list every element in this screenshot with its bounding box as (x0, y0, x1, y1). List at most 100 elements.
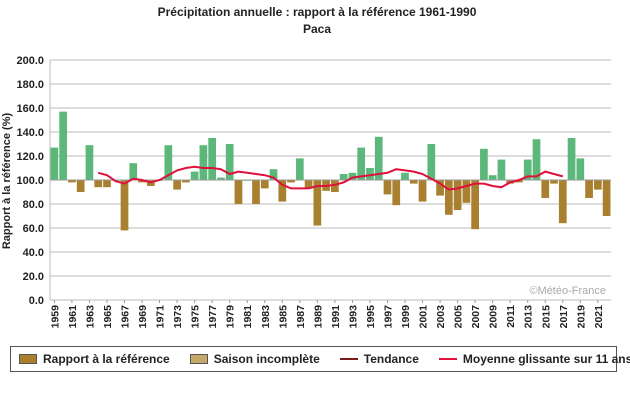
x-tick-label: 1963 (84, 305, 96, 329)
bar-2018 (567, 138, 576, 180)
legend-item-saison-incomplete: Saison incomplète (189, 352, 320, 366)
x-tick-label: 2021 (593, 305, 605, 329)
x-tick-label: 1987 (295, 305, 307, 329)
x-tick-label: 2015 (540, 305, 552, 329)
x-tick-label: 1995 (365, 305, 377, 329)
bar-1991 (331, 180, 339, 192)
bar-1994 (357, 147, 366, 180)
x-tick-label: 2013 (523, 305, 535, 329)
y-tick-label: 180.0 (16, 79, 44, 91)
bar-2014 (532, 139, 541, 180)
bar-2002 (427, 144, 436, 180)
bar-1987 (295, 158, 304, 180)
y-tick-label: 20.0 (23, 271, 44, 283)
bar-1967 (120, 180, 129, 231)
x-tick-label: 2007 (470, 305, 482, 329)
bar-1978 (217, 177, 225, 180)
y-tick-label: 200.0 (16, 55, 44, 67)
bars (50, 111, 611, 231)
bar-2019 (576, 158, 585, 180)
x-tick-label: 2005 (453, 305, 465, 329)
bar-2016 (550, 180, 558, 184)
chart: Précipitation annuelle : rapport à la ré… (1, 5, 611, 329)
bar-2015 (541, 180, 550, 198)
watermark: ©Météo-France (529, 285, 606, 297)
bar-1973 (173, 180, 181, 190)
y-tick-label: 40.0 (23, 247, 44, 259)
chart-title: Précipitation annuelle : rapport à la ré… (158, 5, 477, 19)
bar-1976 (199, 145, 208, 180)
bar-2003 (436, 180, 444, 196)
x-tick-label: 1993 (347, 305, 359, 329)
x-tick-label: 1981 (242, 305, 254, 329)
y-tick-label: 0.0 (29, 295, 44, 307)
bar-1980 (234, 180, 243, 204)
bar-2010 (497, 159, 506, 180)
bar-2022 (602, 180, 611, 216)
legend-swatch (339, 358, 358, 360)
bar-2008 (480, 148, 488, 180)
x-tick-label: 1991 (330, 305, 342, 329)
bar-2017 (558, 180, 567, 224)
x-tick-label: 2017 (558, 305, 570, 329)
x-tick-label: 1997 (382, 305, 394, 329)
x-tick-label: 2009 (488, 305, 500, 329)
bar-1969 (138, 180, 146, 183)
bar-1961 (68, 180, 76, 183)
bar-1984 (269, 169, 278, 180)
x-tick-label: 1975 (190, 305, 202, 329)
bar-1986 (287, 180, 295, 183)
y-tick-label: 140.0 (16, 127, 44, 139)
x-tick-label: 1989 (312, 305, 324, 329)
bar-1993 (348, 172, 357, 180)
y-axis-label: Rapport à la référence (%) (1, 113, 13, 250)
x-tick-label: 1959 (49, 305, 61, 329)
bar-2005 (453, 180, 462, 210)
legend-item-rapport: Rapport à la référence (19, 352, 170, 366)
bar-1965 (103, 180, 111, 188)
bar-2020 (585, 180, 593, 198)
legend-label: Saison incomplète (213, 352, 320, 366)
moving-average-line (97, 165, 564, 191)
x-tick-label: 2003 (435, 305, 447, 329)
x-tick-label: 1961 (67, 305, 79, 329)
y-tick-label: 160.0 (16, 103, 44, 115)
x-ticks: 1959 1961 1963 1965 1967 1969 1971 1973 1975 1977… (49, 300, 605, 329)
bar-2001 (418, 180, 427, 202)
x-tick-label: 1973 (172, 305, 184, 329)
bar-2004 (444, 180, 453, 215)
legend-item-tendance: Tendance (339, 352, 419, 366)
x-tick-label: 1983 (260, 305, 272, 329)
x-tick-label: 1979 (225, 305, 237, 329)
bar-1974 (182, 180, 190, 183)
bar-2000 (409, 180, 418, 184)
legend-swatch (19, 354, 37, 364)
legend-label: Tendance (363, 352, 419, 366)
bar-1992 (339, 174, 348, 180)
bar-1962 (76, 180, 85, 192)
bar-1999 (401, 172, 409, 180)
bar-2007 (471, 180, 479, 230)
bar-1985 (278, 180, 287, 202)
x-tick-label: 1969 (137, 305, 149, 329)
bar-1964 (94, 180, 103, 188)
bar-2013 (523, 159, 532, 180)
bar-1960 (59, 111, 68, 180)
bar-1996 (374, 136, 383, 180)
legend-label: Moyenne glissante sur 11 ans (462, 352, 630, 366)
legend-label: Rapport à la référence (43, 352, 170, 366)
bar-1998 (392, 180, 401, 206)
x-tick-label: 2019 (575, 305, 587, 329)
bar-1972 (164, 145, 173, 180)
bar-1963 (85, 145, 94, 180)
bar-1979 (225, 144, 234, 180)
y-tick-label: 120.0 (16, 151, 44, 163)
bar-1977 (208, 138, 217, 180)
x-tick-label: 1967 (120, 305, 132, 329)
x-tick-label: 2001 (418, 305, 430, 329)
moving-average (97, 165, 564, 191)
bar-2012 (515, 180, 523, 183)
bar-2009 (488, 175, 497, 180)
y-ticks: 0.0 20.0 40.0 60.0 80.0 100.0 120.0 140.0 160.0 1… (16, 55, 44, 307)
legend: Rapport à la référence Saison incomplète T… (10, 346, 630, 372)
